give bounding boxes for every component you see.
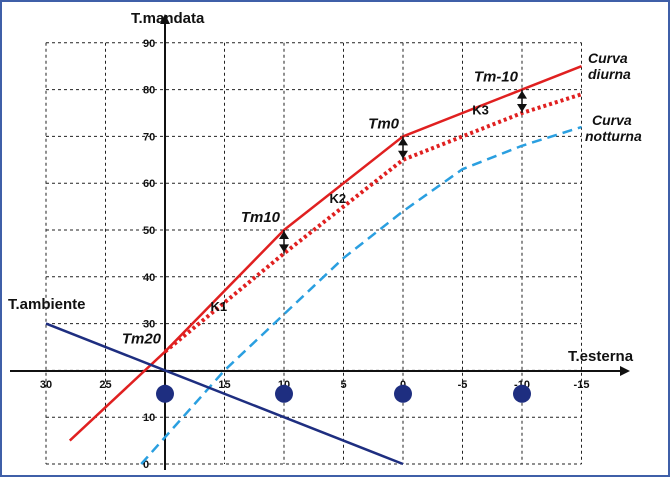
series-curva-diurna	[68, 65, 582, 442]
shift-arrow-head-down	[398, 150, 408, 159]
y-tick-label: 90	[143, 38, 155, 50]
x-axis-label: T.esterna	[568, 348, 634, 365]
y-tick-label: 70	[143, 131, 155, 143]
k-label: K3	[472, 102, 489, 117]
x-tick-label: 15	[218, 379, 230, 391]
y-axis-label: T.mandata	[131, 10, 205, 27]
y-tick-label: 40	[143, 272, 155, 284]
series-curva-notturna	[140, 125, 582, 465]
point-label: Tm0	[368, 115, 400, 132]
x-tick-label: -5	[458, 379, 468, 391]
series-t-ambiente	[45, 322, 404, 466]
data-point-marker	[275, 384, 293, 403]
legend-label-ambient: T.ambiente	[8, 296, 86, 313]
data-point-marker	[513, 384, 531, 403]
curve-label-day-line1: Curva	[588, 50, 628, 66]
data-point-marker	[156, 384, 174, 403]
curve-label-night-line2: notturna	[585, 128, 642, 144]
y-tick-label: 30	[143, 319, 155, 331]
k-label: K2	[330, 191, 347, 206]
x-tick-label: 30	[40, 379, 52, 391]
y-tick-label: 0	[143, 459, 149, 471]
y-tick-label: 60	[143, 178, 155, 190]
curve-label-day-line2: diurna	[588, 66, 631, 82]
curve-label-night-line1: Curva	[592, 112, 632, 128]
x-tick-label: 5	[340, 379, 346, 391]
shift-arrow-head-up	[517, 90, 527, 99]
x-tick-label: -15	[574, 379, 590, 391]
series	[45, 65, 583, 466]
y-tick-label: 80	[143, 85, 155, 97]
shift-arrow-head-up	[398, 137, 408, 146]
point-label: Tm20	[122, 331, 162, 348]
series-dotted-curve	[163, 92, 583, 354]
point-label: Tm10	[241, 209, 281, 226]
shift-arrow-head-down	[517, 104, 527, 112]
k-label: K1	[211, 299, 228, 314]
y-tick-label: 50	[143, 225, 155, 237]
shift-arrow-head-up	[279, 231, 289, 239]
x-tick-label: 25	[99, 379, 111, 391]
data-point-marker	[394, 384, 412, 403]
shift-arrow-head-down	[279, 244, 289, 253]
annotations: Tm20 Tm10 Tm0 Tm-10 K1 K2 K3	[122, 69, 527, 348]
grid	[45, 42, 582, 465]
point-label: Tm-10	[474, 69, 519, 86]
y-tick-label: 10	[143, 412, 155, 424]
markers	[156, 384, 531, 403]
